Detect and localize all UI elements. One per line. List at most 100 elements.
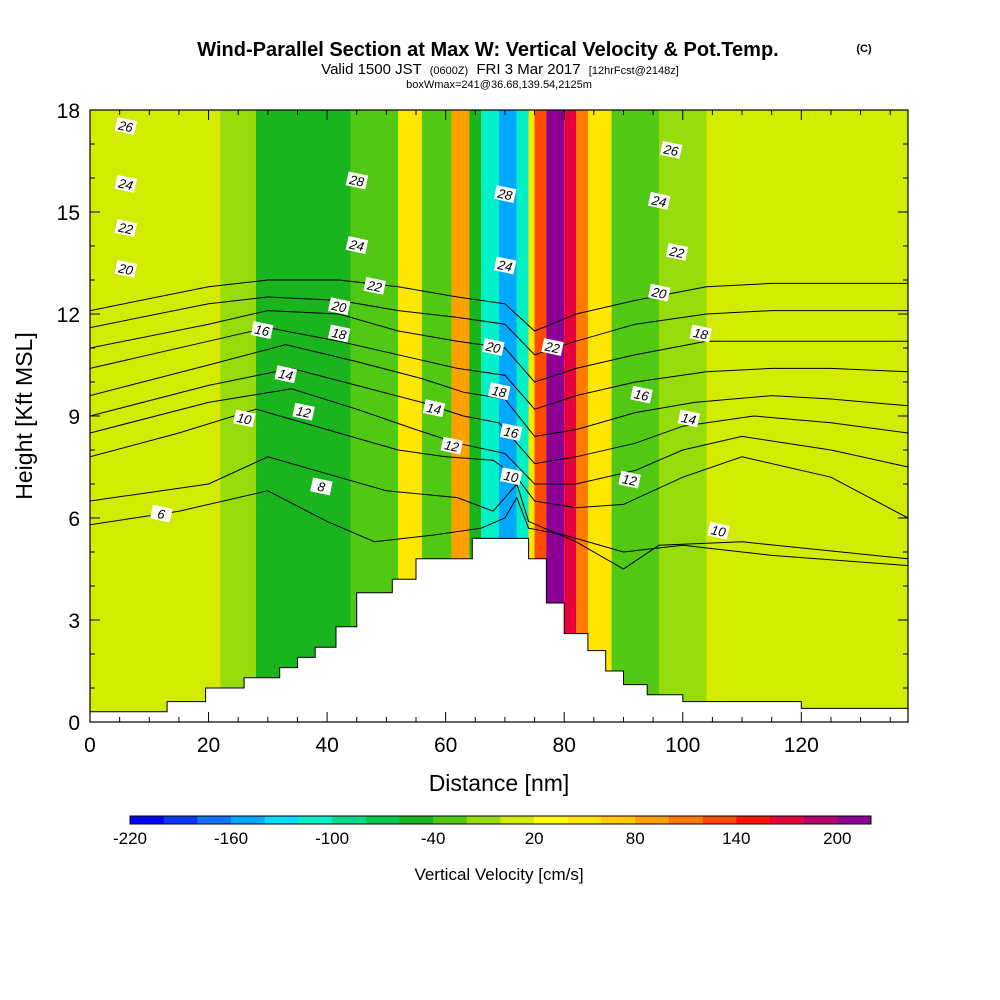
contour-label-text: 22 [116, 219, 135, 237]
contour-label: 24 [493, 256, 517, 275]
contour-label: 16 [630, 385, 653, 404]
terrain-mask [90, 537, 908, 722]
contour-label: 16 [499, 423, 523, 442]
contour-label: 22 [665, 242, 689, 261]
colorbar-tick-label: 80 [626, 829, 645, 848]
contour-label-text: 18 [490, 383, 508, 401]
contour-label: 22 [541, 338, 564, 357]
contour-label: 20 [114, 259, 138, 278]
contour-label-text: 18 [330, 325, 348, 343]
y-tick-label: 6 [68, 508, 80, 531]
contour-label-text: 10 [502, 468, 520, 486]
colorbar-swatch [803, 816, 838, 824]
velocity-band [611, 110, 660, 722]
contour-label-box [487, 382, 511, 401]
contour-label: 24 [114, 174, 138, 193]
contour-label-box [689, 324, 712, 343]
theta-contour-14 [90, 367, 908, 465]
contour-label-text: 16 [502, 424, 520, 442]
contour-label-box [482, 338, 505, 356]
terrain [90, 537, 908, 722]
contour-label-box [659, 140, 683, 159]
contour-label-box [114, 219, 138, 237]
contour-label: 28 [493, 185, 517, 204]
colorbar-tick-label: 20 [525, 829, 544, 848]
contour-label-box [665, 242, 689, 261]
velocity-band [528, 110, 535, 722]
x-axis-label: Distance [nm] [429, 770, 570, 796]
contour-label-text: 26 [661, 141, 680, 159]
contour-label-box [233, 409, 256, 428]
contour-label-text: 20 [329, 298, 348, 316]
contour-label-text: 12 [621, 471, 639, 489]
contour-label-box [363, 276, 386, 295]
velocity-band [534, 110, 547, 722]
velocity-band [587, 110, 612, 722]
x-tick-label: 20 [197, 734, 220, 757]
contour-label-text: 10 [710, 522, 728, 540]
contour-label-box [677, 409, 701, 428]
contour-label-text: 28 [347, 172, 366, 190]
contour-label-box [618, 470, 641, 489]
contour-label: 8 [310, 477, 333, 496]
contour-label-box [114, 174, 138, 193]
x-tick-label: 120 [784, 734, 819, 757]
colorbar-swatch [769, 816, 805, 824]
contour-label-text: 14 [425, 400, 442, 418]
contour-label-box [707, 521, 730, 540]
theta-contour-20 [90, 310, 908, 383]
valid-utc: (0600Z) [430, 65, 469, 77]
valid-prefix: Valid 1500 JST [321, 61, 421, 78]
contour-label-text: 24 [649, 192, 667, 210]
contour-label-text: 14 [277, 366, 294, 384]
y-tick-label: 18 [57, 100, 80, 123]
contour-label: 18 [689, 324, 712, 343]
colorbar-swatch [534, 816, 569, 824]
contour-label-box [647, 283, 671, 302]
colorbar-swatch [702, 816, 737, 824]
contour-label: 20 [482, 338, 505, 357]
contour-label: 28 [345, 171, 369, 190]
contour-label-box [541, 338, 564, 356]
colorbar-swatch [668, 816, 704, 824]
contour-label-text: 22 [543, 338, 562, 356]
contour-label-box [499, 423, 523, 441]
colorbar-tick-label: -220 [113, 829, 147, 848]
theta-contours [90, 279, 908, 570]
colorbar-swatch [197, 816, 232, 824]
colorbar-swatch [567, 816, 603, 824]
velocity-band [546, 110, 565, 722]
contour-label: 12 [440, 436, 464, 455]
contour-label: 22 [114, 219, 138, 238]
contour-label-text: 24 [347, 236, 365, 254]
colorbar-swatch [736, 816, 771, 824]
contour-label-text: 24 [116, 175, 134, 193]
contour-label: 14 [274, 365, 298, 384]
contour-label: 18 [487, 382, 511, 401]
contour-label-box [292, 402, 315, 421]
contour-label-box [274, 365, 298, 384]
theta-contour-16 [90, 344, 908, 437]
contour-label-box [327, 324, 351, 343]
contour-label-box [345, 236, 369, 254]
theta-contour-12 [90, 388, 908, 485]
x-tick-label: 80 [553, 734, 576, 757]
contour-label: 20 [327, 297, 351, 316]
velocity-band [564, 110, 577, 722]
theta-contour-22 [90, 296, 908, 356]
contour-label: 22 [363, 276, 386, 295]
forecast-info: [12hrFcst@2148z] [589, 65, 679, 77]
contour-label-text: 26 [116, 117, 135, 135]
y-tick-label: 9 [68, 406, 80, 429]
colorbar-tick-label: -100 [315, 829, 349, 848]
contour-label-box [345, 171, 369, 190]
valid-date: FRI 3 Mar 2017 [476, 61, 580, 78]
x-axis: 0 20 40 60 80 100 120 [84, 110, 891, 757]
contour-label: 14 [677, 409, 701, 428]
contour-label-text: 16 [253, 322, 271, 340]
velocity-band [469, 110, 482, 722]
contour-label-box [422, 399, 446, 418]
contour-label: 12 [618, 470, 641, 489]
contour-label-text: 20 [484, 338, 503, 356]
